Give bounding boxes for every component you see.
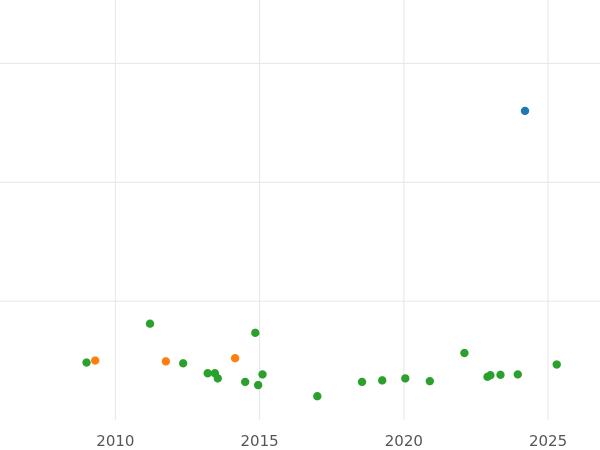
x-tick-label: 2010 [96,432,134,450]
data-point [486,371,495,380]
data-point [90,356,100,365]
data-point [161,357,171,366]
x-tick-label: 2015 [241,432,279,450]
grid-lines [0,0,600,420]
data-point [460,348,469,358]
data-point [178,359,188,368]
data-point [230,353,240,363]
data-point [203,369,212,378]
data-point [313,392,322,401]
data-point [357,377,367,387]
data-point [213,374,222,383]
data-point [240,377,250,387]
data-point [253,380,263,390]
data-point [82,358,91,367]
data-point [145,319,155,328]
data-point [520,106,530,116]
x-tick-label: 2025 [529,432,567,450]
x-axis-tick-labels: 2010 2015 2020 2025 [96,432,567,450]
data-points [82,106,561,401]
data-point [258,370,267,379]
data-point [378,376,387,385]
data-point [552,360,561,369]
x-tick-label: 2020 [385,432,423,450]
data-point [496,370,505,380]
data-point [425,376,435,386]
data-point [251,328,260,338]
data-point [513,370,522,379]
data-point [401,374,410,383]
